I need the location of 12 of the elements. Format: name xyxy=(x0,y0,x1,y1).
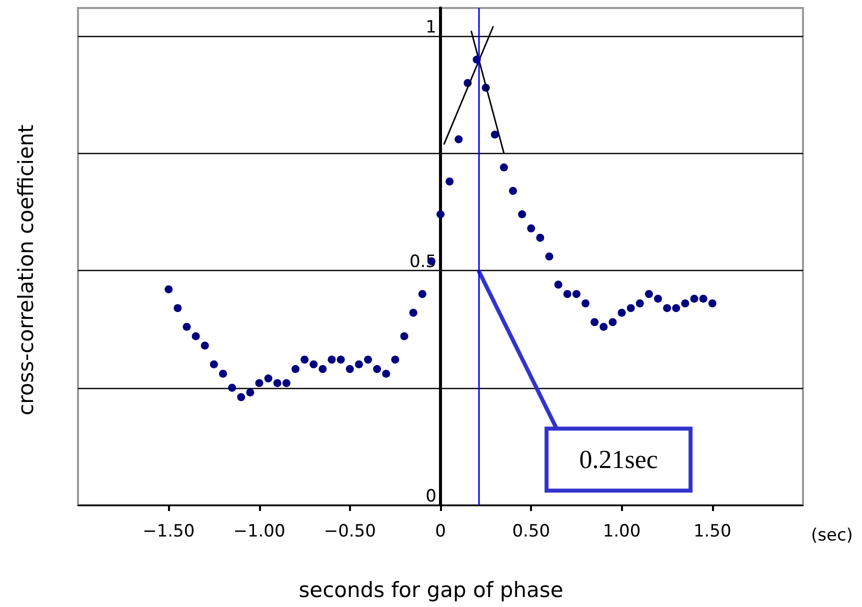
x-tick-label: −0.50 xyxy=(324,522,376,542)
y-axis-title: cross-correlation coefficient xyxy=(14,124,38,416)
x-axis-title: seconds for gap of phase xyxy=(298,578,564,602)
annotation: 0.21sec xyxy=(579,445,658,474)
text: (sec) xyxy=(811,526,853,546)
x-tick-label: 1.00 xyxy=(602,522,641,542)
x-tick-label: 1.50 xyxy=(693,522,732,542)
x-tick-label: −1.00 xyxy=(233,522,286,542)
x-tick-label: 0.50 xyxy=(512,522,550,542)
x-tick-label: −1.50 xyxy=(142,522,195,542)
y-tick-label: 0 xyxy=(426,486,436,506)
y-tick-label: 1 xyxy=(426,18,436,38)
